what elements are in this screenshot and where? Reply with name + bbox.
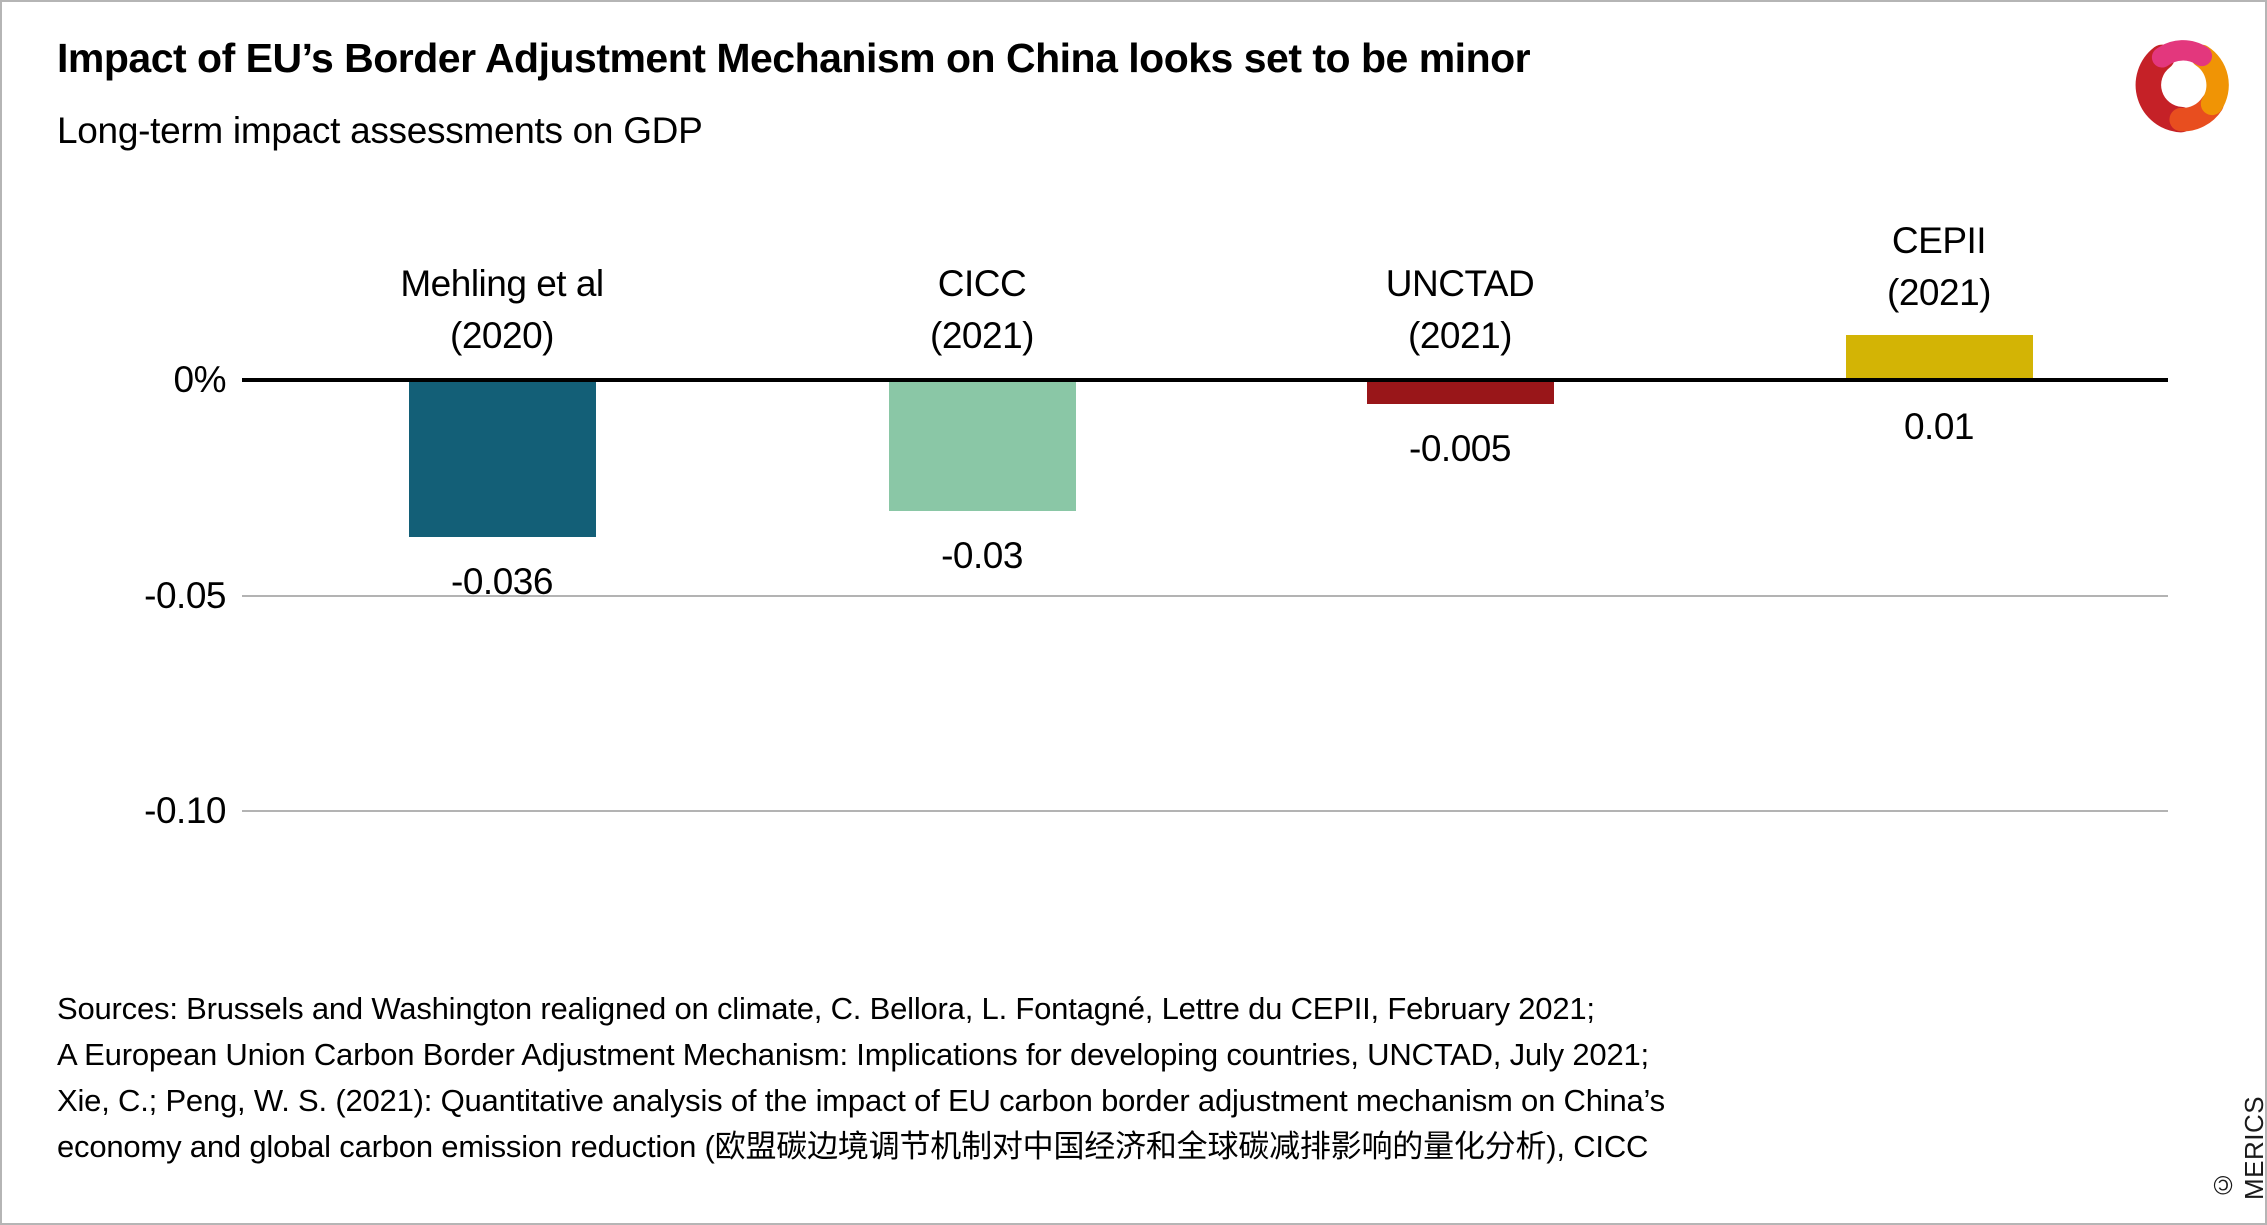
sources-note: Sources: Brussels and Washington realign…	[57, 986, 1665, 1170]
bar	[888, 382, 1076, 511]
bar-value-label: -0.005	[1409, 428, 1511, 469]
bar-category-label: CICC (2021)	[930, 263, 1034, 356]
bar-category-label: Mehling et al (2020)	[400, 263, 604, 356]
y-tick-label: -0.05	[144, 574, 226, 616]
bar	[1366, 382, 1554, 404]
bar	[1845, 335, 2033, 378]
bar-category-label: UNCTAD (2021)	[1385, 263, 1535, 356]
sources-line-4: economy and global carbon emission reduc…	[57, 1129, 1649, 1164]
copyright-vertical-label: © MERICS	[2208, 1095, 2267, 1200]
chart-subtitle: Long-term impact assessments on GDP	[57, 110, 703, 151]
bar-value-label: -0.03	[941, 535, 1023, 576]
sources-line-3: Xie, C.; Peng, W. S. (2021): Quantitativ…	[57, 1083, 1665, 1118]
bar-category-label: CEPII (2021)	[1887, 220, 1991, 313]
bar-value-label: -0.036	[451, 561, 553, 602]
sources-line-2: A European Union Carbon Border Adjustmen…	[57, 1037, 1649, 1072]
zero-axis-line	[242, 378, 2168, 382]
gridline	[242, 810, 2168, 812]
y-tick-label: 0%	[173, 359, 227, 400]
gridline	[242, 594, 2168, 597]
sources-line-1: Sources: Brussels and Washington realign…	[57, 991, 1595, 1026]
merics-logo-icon	[2135, 40, 2229, 133]
bar-value-label: 0.01	[1903, 406, 1975, 447]
bar	[408, 382, 596, 537]
y-tick-label: -0.10	[144, 790, 226, 831]
chart-title: Impact of EU’s Border Adjustment Mechani…	[57, 35, 1531, 81]
